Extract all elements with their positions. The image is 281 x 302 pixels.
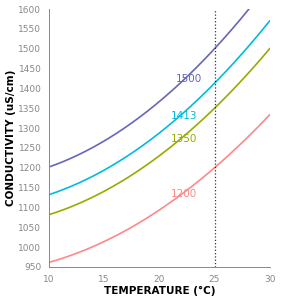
Text: 1350: 1350 <box>170 134 197 144</box>
Text: 1413: 1413 <box>170 111 197 121</box>
Y-axis label: CONDUCTIVITY (uS/cm): CONDUCTIVITY (uS/cm) <box>6 70 15 206</box>
Text: 1200: 1200 <box>170 189 197 199</box>
Text: 1500: 1500 <box>176 74 202 84</box>
X-axis label: TEMPERATURE (°C): TEMPERATURE (°C) <box>104 286 215 297</box>
